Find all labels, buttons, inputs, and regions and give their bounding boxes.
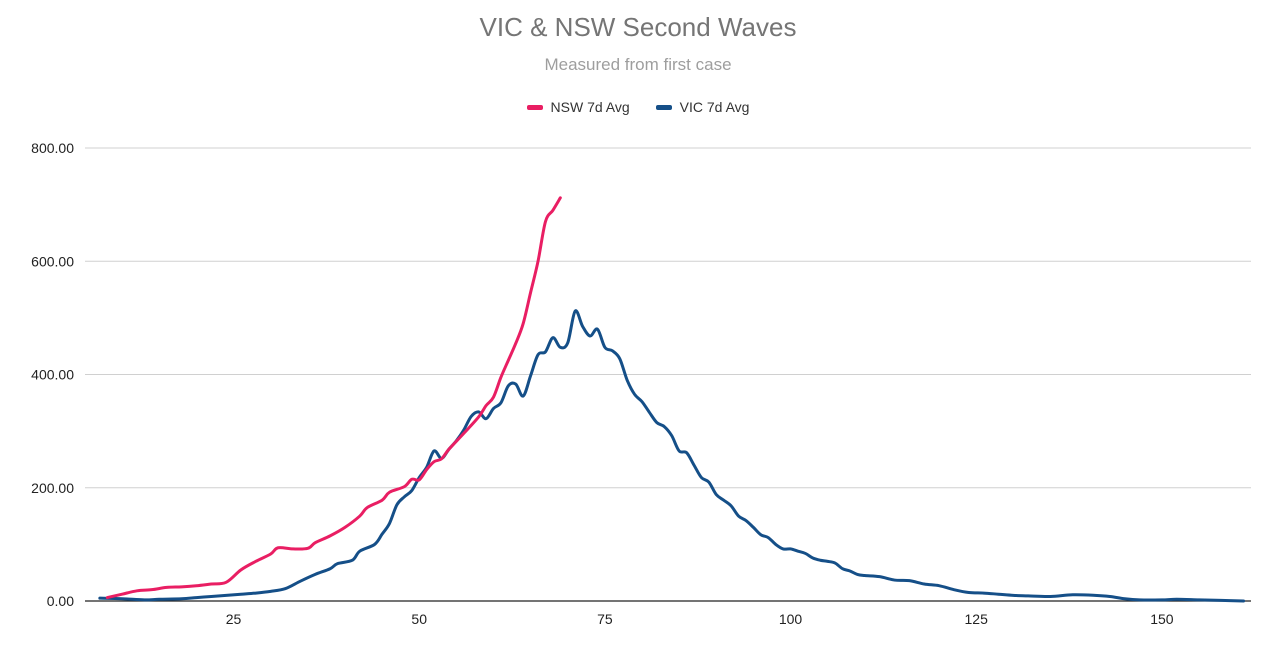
series-line-vic bbox=[98, 309, 1246, 603]
y-tick-label: 600.00 bbox=[31, 253, 74, 269]
x-tick-label: 25 bbox=[226, 611, 242, 627]
chart-legend: NSW 7d Avg VIC 7d Avg bbox=[0, 99, 1276, 115]
series-line-nsw bbox=[105, 196, 562, 600]
x-tick-label: 100 bbox=[779, 611, 803, 627]
y-tick-label: 200.00 bbox=[31, 480, 74, 496]
legend-swatch-nsw bbox=[526, 104, 543, 110]
y-tick-label: 0.00 bbox=[47, 593, 74, 609]
legend-item-nsw[interactable]: NSW 7d Avg bbox=[526, 99, 630, 115]
y-tick-label: 400.00 bbox=[31, 367, 74, 383]
x-tick-label: 75 bbox=[597, 611, 613, 627]
legend-swatch-vic bbox=[655, 104, 672, 110]
chart-title: VIC & NSW Second Waves bbox=[479, 12, 797, 42]
chart-subtitle: Measured from first case bbox=[544, 55, 732, 74]
x-tick-label: 150 bbox=[1150, 611, 1174, 627]
x-tick-label: 50 bbox=[411, 611, 427, 627]
y-tick-label: 800.00 bbox=[31, 140, 74, 156]
legend-label-vic: VIC 7d Avg bbox=[679, 99, 750, 115]
legend-label-nsw: NSW 7d Avg bbox=[550, 99, 630, 115]
x-tick-label: 125 bbox=[965, 611, 989, 627]
legend-item-vic[interactable]: VIC 7d Avg bbox=[655, 99, 750, 115]
